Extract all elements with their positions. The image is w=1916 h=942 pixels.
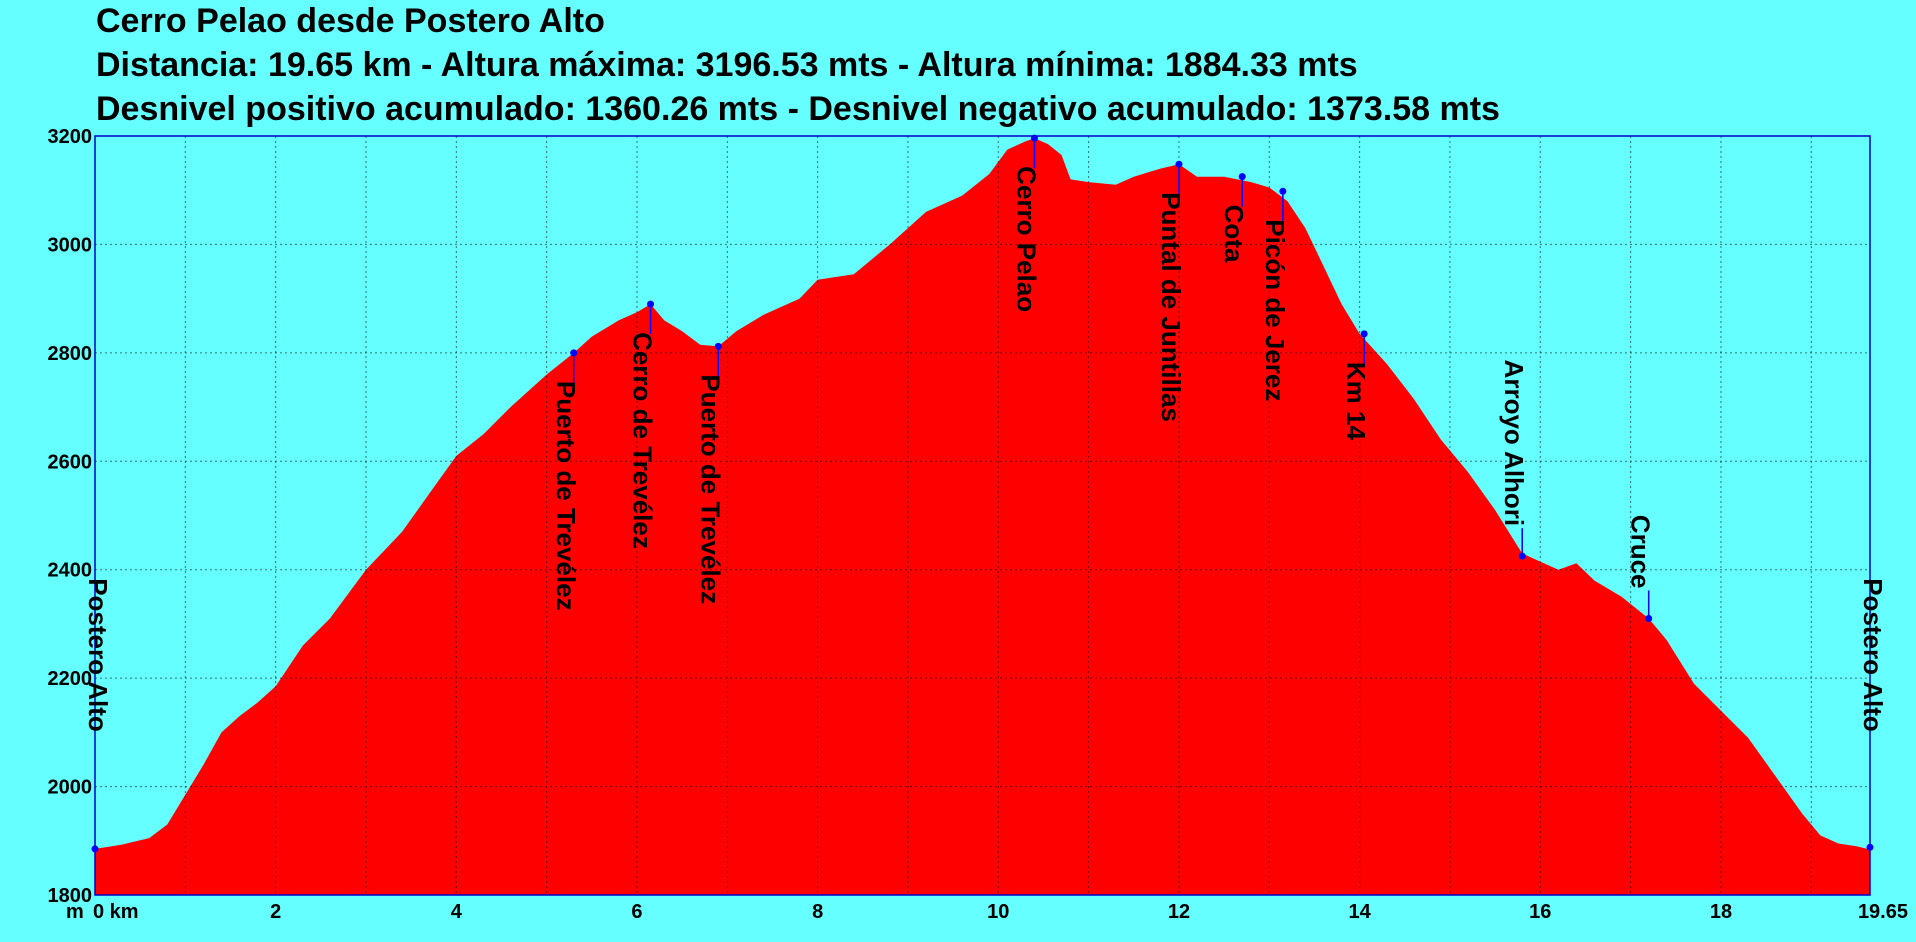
- waypoint-marker: [570, 349, 578, 357]
- plot-frame: [94, 135, 1871, 896]
- x-tick-label: 14: [1349, 901, 1372, 923]
- waypoint-marker: [647, 300, 655, 308]
- waypoint-marker: [1518, 552, 1526, 560]
- waypoint-label: Postero Alto: [83, 578, 113, 732]
- y-tick-label: 1800: [48, 885, 93, 907]
- waypoint-marker: [1279, 187, 1287, 195]
- elevation-area: [95, 138, 1870, 895]
- y-unit-label: m: [66, 901, 84, 923]
- waypoint-label: Puntal de Juntillas: [1156, 192, 1186, 422]
- waypoint-marker: [714, 342, 722, 350]
- waypoint-label: Postero Alto: [1858, 578, 1888, 732]
- y-tick-label: 2200: [48, 668, 93, 690]
- x-tick-label: 19.65: [1858, 901, 1908, 923]
- y-tick-label: 2400: [48, 560, 93, 582]
- x-tick-label: 16: [1529, 901, 1551, 923]
- waypoint-marker: [1175, 160, 1183, 168]
- chart-subtitle-distance: Distancia: 19.65 km - Altura máxima: 319…: [96, 46, 1358, 84]
- waypoint-label: Km 14: [1341, 362, 1371, 441]
- waypoint-marker: [1030, 134, 1038, 142]
- waypoint-label: Cerro Pelao: [1011, 166, 1041, 312]
- waypoint-label: Puerto de Trevélez: [695, 374, 725, 604]
- waypoint-label: Arroyo Alhori: [1499, 360, 1529, 527]
- x-tick-label: 8: [812, 901, 823, 923]
- waypoint-marker: [91, 845, 99, 853]
- y-tick-label: 2800: [48, 343, 93, 365]
- x-tick-label: 2: [270, 901, 281, 923]
- y-tick-label: 3000: [48, 234, 93, 256]
- y-tick-label: 2000: [48, 777, 93, 799]
- waypoint-label: Cerro de Trevélez: [628, 332, 658, 549]
- x-tick-label: 4: [451, 901, 463, 923]
- waypoint-marker: [1238, 173, 1246, 181]
- x-tick-label: 18: [1710, 901, 1732, 923]
- x-tick-label: 0 km: [93, 901, 139, 923]
- waypoint-label: Cota: [1219, 205, 1249, 263]
- waypoint-label: Picón de Jerez: [1260, 219, 1290, 401]
- chart-subtitle-elevation: Desnivel positivo acumulado: 1360.26 mts…: [96, 90, 1500, 128]
- waypoint-marker: [1360, 330, 1368, 338]
- waypoint-marker: [1645, 615, 1653, 623]
- x-tick-label: 12: [1168, 901, 1190, 923]
- waypoint-marker: [1866, 843, 1874, 851]
- y-tick-label: 2600: [48, 451, 93, 473]
- waypoint-label: Cruce: [1626, 515, 1656, 589]
- y-tick-label: 3200: [48, 126, 93, 148]
- chart-title: Cerro Pelao desde Postero Alto: [96, 2, 605, 40]
- x-tick-label: 6: [631, 901, 642, 923]
- waypoint-label: Puerto de Trevélez: [551, 381, 581, 611]
- x-tick-label: 10: [987, 901, 1009, 923]
